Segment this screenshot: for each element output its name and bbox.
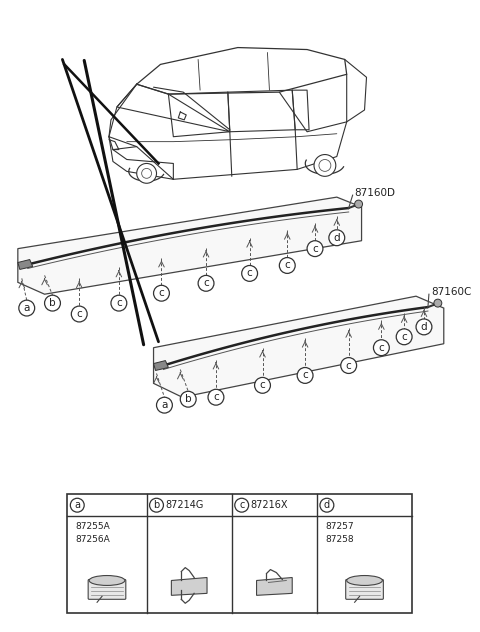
- Text: c: c: [116, 298, 122, 308]
- Text: 87160D: 87160D: [355, 188, 396, 198]
- Circle shape: [208, 389, 224, 405]
- Circle shape: [19, 300, 35, 316]
- Circle shape: [434, 299, 442, 307]
- Circle shape: [329, 230, 345, 246]
- Circle shape: [341, 358, 357, 374]
- Polygon shape: [256, 578, 292, 595]
- Circle shape: [373, 340, 389, 356]
- Polygon shape: [171, 578, 207, 595]
- Circle shape: [242, 265, 258, 281]
- Circle shape: [150, 498, 164, 512]
- Ellipse shape: [347, 576, 383, 585]
- Circle shape: [297, 368, 313, 384]
- Text: d: d: [334, 233, 340, 243]
- Text: c: c: [247, 269, 252, 279]
- Text: c: c: [284, 260, 290, 270]
- Text: c: c: [213, 392, 219, 402]
- Text: b: b: [154, 500, 160, 510]
- Text: 87160C: 87160C: [431, 287, 471, 297]
- Text: a: a: [24, 303, 30, 313]
- Text: c: c: [401, 332, 407, 342]
- Circle shape: [137, 164, 156, 183]
- Text: c: c: [239, 500, 244, 510]
- Circle shape: [71, 498, 84, 512]
- Circle shape: [154, 285, 169, 301]
- Circle shape: [45, 295, 60, 311]
- Polygon shape: [154, 296, 444, 398]
- Circle shape: [279, 258, 295, 274]
- Text: c: c: [302, 370, 308, 380]
- Circle shape: [319, 159, 331, 171]
- Text: c: c: [158, 288, 164, 298]
- Polygon shape: [18, 260, 33, 269]
- Circle shape: [198, 276, 214, 291]
- Text: 87257
87258: 87257 87258: [325, 522, 354, 544]
- Text: d: d: [324, 500, 330, 510]
- Circle shape: [396, 329, 412, 344]
- Text: b: b: [185, 394, 192, 404]
- Text: 87216X: 87216X: [251, 500, 288, 510]
- Circle shape: [314, 155, 336, 176]
- Circle shape: [355, 200, 362, 208]
- Text: c: c: [379, 343, 384, 353]
- Text: d: d: [420, 322, 427, 332]
- FancyBboxPatch shape: [88, 580, 126, 599]
- Text: 87255A
87256A: 87255A 87256A: [75, 522, 110, 544]
- Text: 87214G: 87214G: [166, 500, 204, 510]
- Circle shape: [72, 306, 87, 322]
- FancyBboxPatch shape: [346, 580, 384, 599]
- Circle shape: [307, 241, 323, 257]
- Text: b: b: [49, 298, 56, 308]
- Text: c: c: [346, 360, 351, 370]
- Polygon shape: [18, 197, 361, 295]
- Circle shape: [156, 398, 172, 413]
- Circle shape: [235, 498, 249, 512]
- Circle shape: [254, 377, 270, 393]
- Circle shape: [142, 168, 152, 178]
- Text: c: c: [203, 278, 209, 288]
- Circle shape: [320, 498, 334, 512]
- Text: a: a: [161, 400, 168, 410]
- Circle shape: [416, 319, 432, 335]
- FancyBboxPatch shape: [67, 494, 412, 613]
- Circle shape: [180, 391, 196, 407]
- Ellipse shape: [89, 576, 125, 585]
- Text: c: c: [76, 309, 82, 319]
- Text: c: c: [312, 244, 318, 253]
- Polygon shape: [154, 361, 168, 370]
- Text: a: a: [74, 500, 80, 510]
- Text: c: c: [260, 380, 265, 391]
- Circle shape: [111, 295, 127, 311]
